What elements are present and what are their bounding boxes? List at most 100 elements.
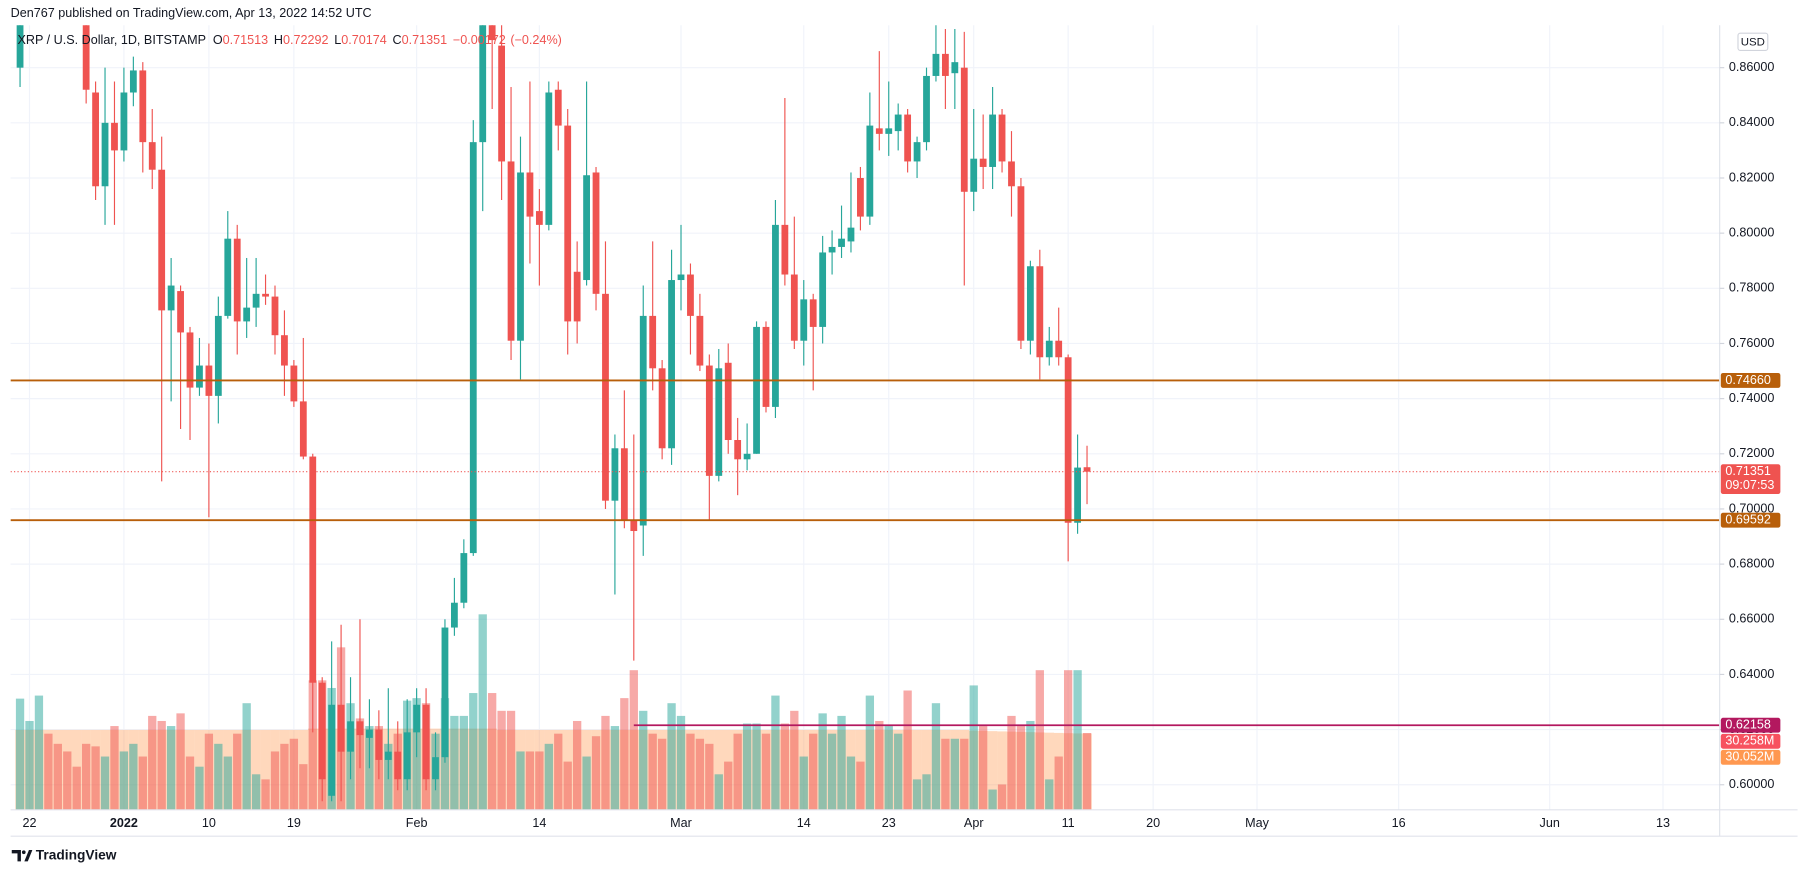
volume-bar bbox=[516, 751, 525, 810]
candle-body bbox=[923, 75, 930, 143]
volume-bar bbox=[53, 743, 62, 810]
volume-ma-area bbox=[912, 729, 922, 810]
volume-bar bbox=[34, 695, 44, 810]
y-tick-label: 0.78000 bbox=[1729, 281, 1775, 295]
candle-body bbox=[1074, 467, 1081, 523]
volume-bar bbox=[686, 733, 695, 810]
volume-bar bbox=[950, 738, 959, 810]
x-tick-label: 14 bbox=[532, 816, 546, 830]
candle-body bbox=[318, 682, 326, 780]
volume-bar bbox=[912, 779, 922, 810]
x-tick-label: 11 bbox=[1062, 816, 1075, 830]
volume-bar bbox=[242, 703, 251, 810]
volume-bar bbox=[270, 751, 280, 810]
volume-bar bbox=[714, 774, 723, 810]
volume-bar bbox=[554, 733, 563, 810]
volume-ma-area bbox=[260, 729, 271, 810]
volume-bar bbox=[809, 733, 818, 810]
level-label: 0.69592 bbox=[1725, 513, 1771, 527]
candle-body bbox=[885, 128, 893, 134]
candle-body bbox=[913, 142, 921, 162]
candle-body bbox=[92, 92, 99, 187]
candle-body bbox=[828, 246, 836, 253]
candle-body bbox=[1008, 161, 1015, 187]
volume-bar bbox=[676, 715, 686, 810]
volume-bar bbox=[865, 695, 875, 810]
candle-body bbox=[233, 238, 241, 322]
candle-body bbox=[979, 158, 987, 167]
legend-open: 0.71513 bbox=[223, 34, 269, 48]
logo-mark bbox=[24, 849, 33, 862]
candle-body bbox=[687, 274, 694, 316]
candle-body bbox=[403, 732, 411, 780]
level-label: 0.62158 bbox=[1725, 718, 1771, 732]
volume-bar bbox=[884, 726, 893, 810]
volume-bar bbox=[979, 726, 988, 810]
candle-body bbox=[177, 291, 184, 333]
candle-body bbox=[526, 172, 534, 217]
volume-bar bbox=[988, 789, 997, 810]
volume-bar bbox=[610, 726, 620, 810]
header: Den767 published on TradingView.com, Apr… bbox=[11, 6, 372, 20]
candle-body bbox=[989, 114, 997, 167]
volume-bar bbox=[780, 723, 790, 810]
candle-body bbox=[583, 175, 590, 281]
volume-bar bbox=[997, 784, 1007, 810]
volume-bar bbox=[176, 713, 185, 810]
volume-bar bbox=[799, 756, 808, 810]
candle-body bbox=[450, 602, 458, 628]
candle-body bbox=[545, 92, 553, 225]
candle-body bbox=[196, 365, 203, 388]
logo bbox=[11, 849, 33, 862]
candle-body bbox=[649, 315, 657, 369]
volume-bar bbox=[251, 774, 261, 810]
volume-bar bbox=[63, 751, 72, 810]
volume-bar bbox=[15, 698, 25, 810]
volume-bar bbox=[110, 726, 119, 810]
candle-body bbox=[573, 271, 581, 322]
candle-body bbox=[630, 519, 638, 532]
volume-ma-area bbox=[997, 731, 1007, 810]
volume-bar bbox=[724, 761, 733, 810]
candle-body bbox=[592, 172, 600, 294]
volume-ma-area bbox=[921, 729, 932, 810]
candle-body bbox=[328, 704, 336, 796]
candle-body bbox=[413, 704, 421, 733]
volume-bar bbox=[185, 756, 195, 810]
price-label-box bbox=[1720, 464, 1781, 495]
candle-body bbox=[743, 453, 751, 460]
volume-bar bbox=[742, 723, 752, 810]
volume-bar bbox=[922, 774, 931, 810]
candle-body bbox=[214, 315, 222, 396]
candle-body bbox=[129, 70, 137, 93]
candle-body bbox=[781, 224, 789, 275]
candle-body bbox=[809, 299, 817, 327]
candle-body bbox=[167, 285, 175, 311]
candle-body bbox=[111, 122, 118, 151]
volume-ma-area bbox=[714, 729, 724, 810]
volume-bar bbox=[138, 756, 147, 810]
volume-bar bbox=[450, 715, 459, 810]
y-tick-label: 0.76000 bbox=[1729, 336, 1775, 350]
x-tick-label: 14 bbox=[797, 816, 811, 830]
candle-body bbox=[941, 53, 949, 76]
volume-bar bbox=[960, 738, 969, 810]
volume-label-box bbox=[1720, 733, 1781, 749]
volume-bar bbox=[100, 756, 110, 810]
candle-body bbox=[441, 627, 449, 758]
candle-body bbox=[800, 299, 808, 341]
candle-body bbox=[1017, 186, 1025, 341]
volume-bar bbox=[969, 685, 978, 810]
volume-bar bbox=[894, 733, 903, 810]
volume-bar bbox=[629, 670, 638, 810]
candle-body bbox=[299, 401, 307, 457]
x-tick-label: 13 bbox=[1656, 816, 1670, 830]
volume-bar bbox=[25, 720, 34, 810]
candle-body bbox=[602, 293, 609, 501]
candle-body bbox=[866, 125, 874, 217]
candle-body bbox=[932, 53, 940, 76]
volume-bar bbox=[563, 761, 572, 810]
volume-bar bbox=[875, 720, 884, 810]
